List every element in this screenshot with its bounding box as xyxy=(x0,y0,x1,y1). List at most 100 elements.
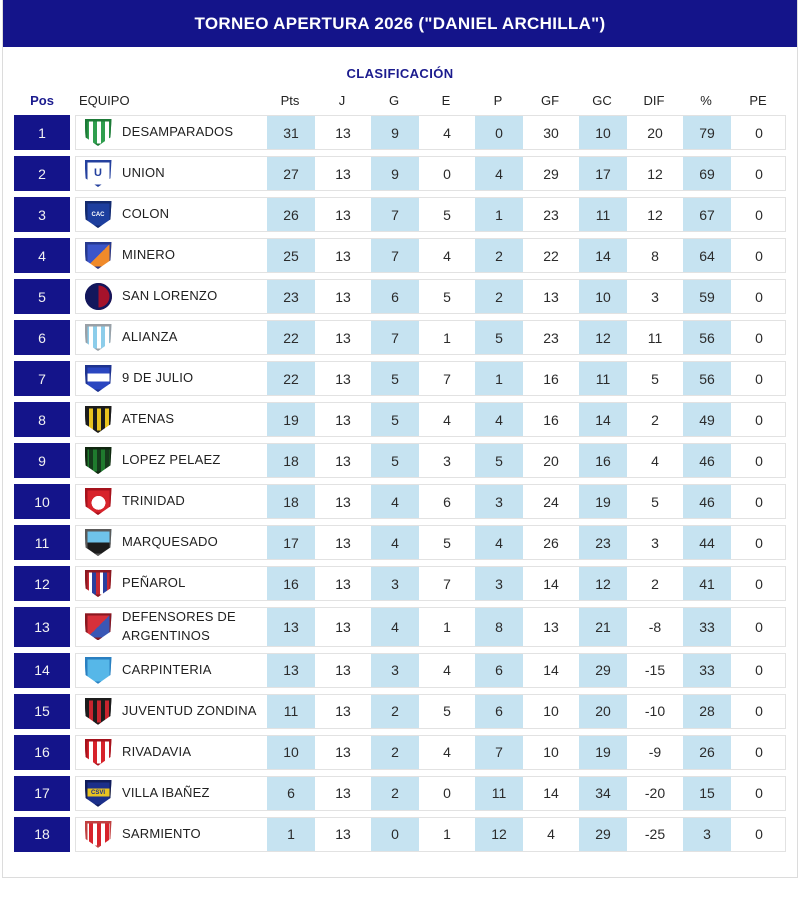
column-header-pts: Pts xyxy=(280,92,300,108)
stat-cell-pts: 25 xyxy=(265,239,317,272)
team-name: 9 DE JULIO xyxy=(122,370,194,386)
team-name: LOPEZ PELAEZ xyxy=(122,452,221,468)
stat-cell-gc: 19 xyxy=(577,485,629,518)
team-cell: ALIANZA xyxy=(76,321,265,354)
stat-cell-gc: 12 xyxy=(577,567,629,600)
stat-cell-pts: 10 xyxy=(265,735,317,769)
stat-cell-pe: 0 xyxy=(755,662,763,679)
stat-cell-g: 7 xyxy=(369,239,421,272)
stat-cell-gf: 14 xyxy=(543,575,559,592)
position-badge: 4 xyxy=(14,238,70,273)
stat-cell-gc: 10 xyxy=(577,280,629,313)
column-header-pe: PE xyxy=(749,92,767,108)
stat-cell-pct: 46 xyxy=(681,485,733,518)
position-badge: 15 xyxy=(14,693,70,729)
stat-cell-gf: 23 xyxy=(543,329,559,346)
team-crest-marquesado-icon xyxy=(84,529,112,556)
stat-cell-dif: 3 xyxy=(651,534,659,551)
stat-cell-g: 5 xyxy=(369,403,421,436)
stat-cell-gf: 22 xyxy=(543,247,559,264)
standings-table: Pos EQUIPO Pts J G E P GF GC DIF % PE 1 … xyxy=(14,91,786,852)
stat-cell-e: 1 xyxy=(443,826,451,843)
stat-cell-g: 4 xyxy=(369,526,421,559)
stat-cell-pts: 1 xyxy=(265,817,317,851)
stat-cell-dif: 12 xyxy=(647,165,663,182)
stat-cell-j: 13 xyxy=(335,575,351,592)
column-header-pos: Pos xyxy=(30,92,54,108)
stat-cell-g: 5 xyxy=(369,362,421,395)
stat-cell-p: 3 xyxy=(473,567,525,600)
team-name: TRINIDAD xyxy=(122,493,185,509)
stat-cell-pct: 59 xyxy=(681,280,733,313)
stat-cell-pe: 0 xyxy=(755,165,763,182)
stat-cell-p: 3 xyxy=(473,485,525,518)
stat-cell-gc: 11 xyxy=(577,362,629,395)
team-crest-union-icon: U xyxy=(84,160,112,187)
stat-cell-pct: 56 xyxy=(681,362,733,395)
stat-cell-pct: 15 xyxy=(681,776,733,810)
team-name: SAN LORENZO xyxy=(122,288,218,304)
team-crest-carpinteria-icon xyxy=(84,656,112,684)
stat-cell-pe: 0 xyxy=(755,618,763,635)
stat-cell-gc: 14 xyxy=(577,239,629,272)
team-name: CARPINTERIA xyxy=(122,661,212,677)
stat-cell-dif: -20 xyxy=(644,785,666,802)
stat-cell-pct: 69 xyxy=(681,157,733,190)
row-body: MINERO 25 13 7 4 2 22 14 8 64 0 xyxy=(75,238,786,273)
stat-cell-g: 4 xyxy=(369,485,421,518)
stat-cell-pe: 0 xyxy=(755,288,763,305)
stat-cell-pts: 6 xyxy=(265,776,317,810)
table-row: 4 MINERO 25 13 7 4 2 22 14 8 64 0 xyxy=(14,238,786,273)
team-crest-alianza-icon xyxy=(84,324,112,351)
stat-cell-g: 4 xyxy=(369,608,421,646)
stat-cell-pts: 18 xyxy=(265,485,317,518)
table-header-row: Pos EQUIPO Pts J G E P GF GC DIF % PE xyxy=(14,91,786,109)
position-badge: 10 xyxy=(14,484,70,519)
stat-cell-dif: 5 xyxy=(651,370,659,387)
stat-cell-dif: -25 xyxy=(644,826,666,843)
position-badge: 3 xyxy=(14,197,70,232)
table-row: 8 ATENAS 19 13 5 4 4 16 14 2 49 0 xyxy=(14,402,786,437)
stat-cell-gc: 14 xyxy=(577,403,629,436)
row-body: DEFENSORES DE ARGENTINOS 13 13 4 1 8 13 21 -8 33… xyxy=(75,607,786,647)
stat-cell-pe: 0 xyxy=(755,370,763,387)
stat-cell-e: 0 xyxy=(443,785,451,802)
classification-subtitle: CLASIFICACIÓN xyxy=(346,66,454,81)
stat-cell-pts: 13 xyxy=(265,653,317,687)
stat-cell-gf: 4 xyxy=(547,826,555,843)
stat-cell-pts: 17 xyxy=(265,526,317,559)
table-body: 1 DESAMPARADOS 31 13 9 4 0 30 10 20 79 0 2 U UNIO… xyxy=(14,115,786,852)
stat-cell-pct: 44 xyxy=(681,526,733,559)
stat-cell-pe: 0 xyxy=(755,124,763,141)
team-cell: RIVADAVIA xyxy=(76,736,265,769)
stat-cell-e: 7 xyxy=(443,370,451,387)
stat-cell-j: 13 xyxy=(335,703,351,720)
team-crest-desamparados-icon xyxy=(84,119,112,146)
team-crest-juventud-zondina-icon xyxy=(84,697,112,725)
team-crest-lopez-pelaez-icon xyxy=(84,447,112,474)
stat-cell-g: 5 xyxy=(369,444,421,477)
table-row: 2 U UNION 27 13 9 0 4 29 17 12 69 0 xyxy=(14,156,786,191)
table-row: 11 MARQUESADO 17 13 4 5 4 26 23 3 44 0 xyxy=(14,525,786,560)
stat-cell-e: 4 xyxy=(443,124,451,141)
stat-cell-p: 7 xyxy=(473,735,525,769)
stat-cell-gf: 29 xyxy=(543,165,559,182)
stat-cell-pct: 33 xyxy=(681,653,733,687)
stat-cell-gc: 11 xyxy=(577,198,629,231)
position-badge: 2 xyxy=(14,156,70,191)
stat-cell-pct: 56 xyxy=(681,321,733,354)
team-cell: CARPINTERIA xyxy=(76,654,265,687)
stat-cell-g: 2 xyxy=(369,735,421,769)
column-header-gf: GF xyxy=(540,92,560,108)
stat-cell-e: 5 xyxy=(443,288,451,305)
stat-cell-pts: 22 xyxy=(265,362,317,395)
stat-cell-dif: 2 xyxy=(651,575,659,592)
team-cell: JUVENTUD ZONDINA xyxy=(76,695,265,728)
position-badge: 18 xyxy=(14,816,70,852)
column-header-g: G xyxy=(388,92,400,108)
position-badge: 12 xyxy=(14,566,70,601)
team-cell: SAN LORENZO xyxy=(76,280,265,313)
team-crest-atenas-icon xyxy=(84,406,112,433)
column-header-e: E xyxy=(441,92,451,108)
stat-cell-j: 13 xyxy=(335,744,351,761)
